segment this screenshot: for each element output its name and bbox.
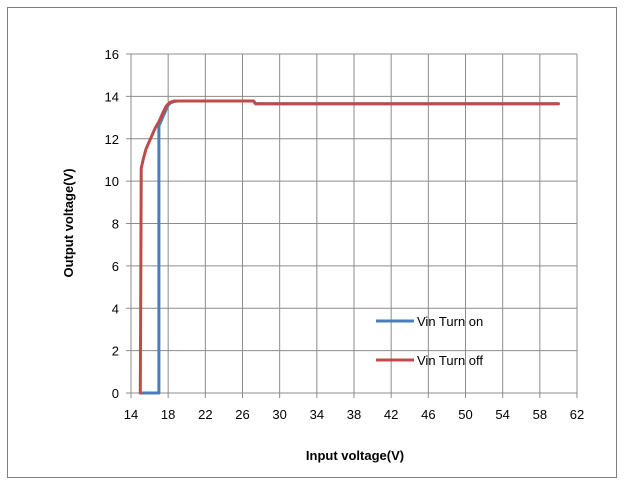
- y-axis-title: Output voltage(V): [61, 168, 76, 277]
- x-tick-label: 30: [272, 407, 286, 422]
- x-axis-title: Input voltage(V): [306, 448, 404, 463]
- series-lines: [138, 99, 560, 395]
- x-tick-label: 38: [347, 407, 361, 422]
- x-tick-label: 26: [235, 407, 249, 422]
- x-tick-label: 18: [161, 407, 175, 422]
- y-tick-label: 8: [112, 217, 119, 232]
- y-tick-label: 2: [112, 344, 119, 359]
- legend-label-vin-turn-on: Vin Turn on: [417, 314, 483, 329]
- y-tick-label: 14: [105, 89, 119, 104]
- plot-axes: [126, 53, 578, 398]
- x-tick-label: 54: [495, 407, 509, 422]
- y-tick-label: 6: [112, 259, 119, 274]
- series-line-vin-turn-off: [138, 99, 560, 395]
- x-tick-label: 50: [458, 407, 472, 422]
- y-tick-label: 0: [112, 386, 119, 401]
- x-tick-label: 14: [124, 407, 138, 422]
- x-tick-label: 62: [570, 407, 584, 422]
- series-line-vin-turn-on: [138, 99, 560, 395]
- chart-area: [7, 7, 617, 478]
- y-tick-label: 10: [105, 174, 119, 189]
- x-tick-label: 34: [310, 407, 324, 422]
- legend: Vin Turn on Vin Turn off: [376, 314, 483, 368]
- x-tick-label: 46: [421, 407, 435, 422]
- x-tick-label: 58: [533, 407, 547, 422]
- x-tick-label: 22: [198, 407, 212, 422]
- y-tick-label: 16: [105, 47, 119, 62]
- x-tick-label: 42: [384, 407, 398, 422]
- y-tick-label: 12: [105, 132, 119, 147]
- legend-label-vin-turn-off: Vin Turn off: [417, 353, 483, 368]
- y-tick-label: 4: [112, 301, 119, 316]
